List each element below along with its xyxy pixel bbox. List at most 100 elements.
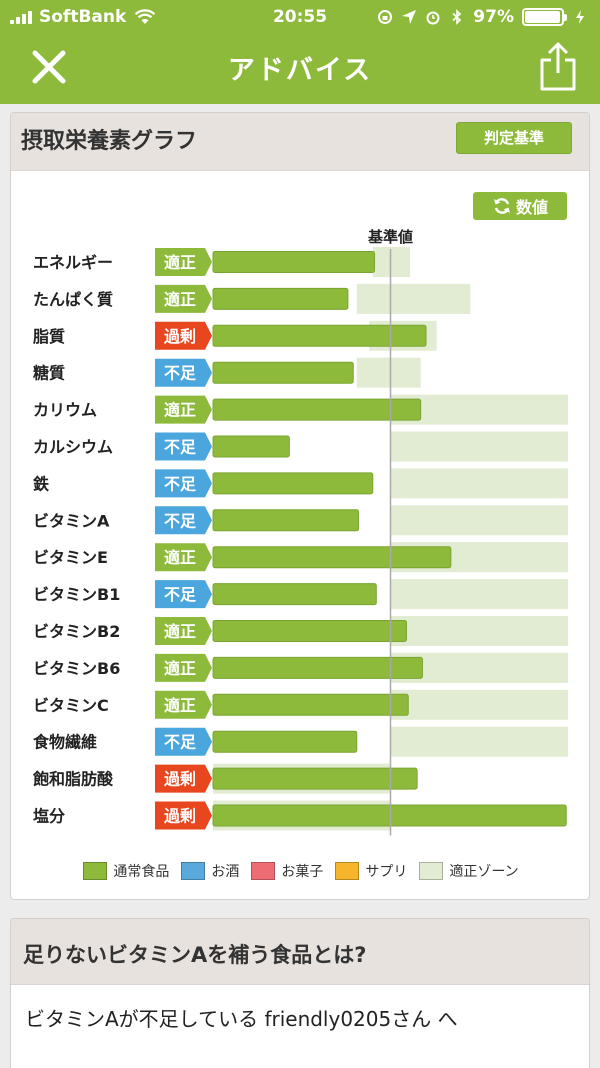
nutrient-graph-header: 摂取栄養素グラフ 判定基準 bbox=[11, 113, 589, 171]
value-bar bbox=[212, 324, 427, 347]
category-label: たんぱく質 bbox=[33, 290, 113, 309]
optimal-zone bbox=[390, 505, 568, 536]
wifi-icon bbox=[135, 9, 156, 24]
legend-item: サプリ bbox=[335, 861, 407, 881]
chart-legend: 通常食品 お酒 お菓子 サプリ 適正ゾーン bbox=[11, 861, 589, 881]
value-bar bbox=[212, 767, 418, 790]
share-button[interactable] bbox=[538, 40, 578, 92]
charging-icon bbox=[576, 10, 584, 24]
judgment-badge bbox=[155, 653, 212, 682]
signal-icon bbox=[10, 10, 32, 24]
optimal-zone bbox=[390, 431, 568, 462]
value-bar bbox=[212, 730, 358, 753]
value-bar bbox=[212, 693, 409, 716]
judgment-badge bbox=[155, 580, 212, 609]
judgment-badge bbox=[155, 358, 212, 387]
nutrient-graph-card: 摂取栄養素グラフ 判定基準 数値 基準値 エネルギー 適正 たんぱく質 適正 脂質 過剰 糖質… bbox=[10, 112, 590, 900]
status-icons: 97% bbox=[377, 7, 588, 27]
judgment-label: 不足 bbox=[164, 364, 197, 383]
category-label: ビタミンA bbox=[33, 511, 110, 530]
legend-label: お菓子 bbox=[281, 864, 324, 880]
status-time: 20:55 bbox=[272, 7, 328, 27]
judgment-badge bbox=[155, 248, 212, 276]
legend-label: 適正ゾーン bbox=[449, 864, 519, 880]
judgment-label: 不足 bbox=[164, 438, 197, 457]
reference-label: 基準値 bbox=[367, 228, 413, 246]
judgment-label: 不足 bbox=[164, 474, 197, 493]
judgment-label: 適正 bbox=[164, 253, 196, 272]
category-label: エネルギー bbox=[33, 253, 113, 272]
optimal-zone bbox=[372, 247, 411, 277]
legend-swatch bbox=[181, 862, 206, 880]
category-label: カリウム bbox=[33, 401, 97, 420]
judgment-label: 適正 bbox=[164, 401, 196, 420]
refresh-icon bbox=[493, 198, 510, 214]
optimal-zone bbox=[356, 357, 421, 388]
value-bar bbox=[212, 583, 377, 606]
optimal-zone bbox=[390, 579, 568, 610]
legend-item: 通常食品 bbox=[83, 861, 169, 881]
category-label: ビタミンB6 bbox=[33, 659, 120, 678]
page-title: アドバイス bbox=[227, 55, 373, 86]
judgment-label: 不足 bbox=[164, 511, 197, 530]
optimal-zone bbox=[390, 689, 568, 720]
close-icon bbox=[32, 50, 66, 84]
value-bar bbox=[212, 804, 567, 827]
judgment-badge bbox=[155, 690, 212, 719]
judgment-badge bbox=[155, 506, 212, 535]
location-icon bbox=[402, 10, 417, 24]
status-bar: SoftBank 20:55 97% bbox=[0, 0, 600, 34]
legend-label: 通常食品 bbox=[113, 864, 170, 880]
legend-swatch bbox=[419, 862, 444, 880]
judgment-badge bbox=[155, 727, 212, 756]
toggle-value-button[interactable]: 数値 bbox=[473, 192, 567, 220]
category-label: カルシウム bbox=[33, 438, 113, 457]
battery-percent: 97% bbox=[473, 7, 514, 27]
criteria-button[interactable]: 判定基準 bbox=[456, 122, 572, 154]
category-label: 塩分 bbox=[33, 807, 65, 826]
judgment-label: 不足 bbox=[164, 733, 197, 752]
battery-icon bbox=[522, 8, 567, 26]
value-bar bbox=[212, 251, 376, 273]
legend-item: お酒 bbox=[181, 861, 239, 881]
judgment-label: 過剰 bbox=[163, 327, 196, 346]
top-bar: SoftBank 20:55 97% アドバイス bbox=[0, 0, 600, 104]
judgment-label: 過剰 bbox=[163, 770, 196, 789]
judgment-badge bbox=[155, 617, 212, 645]
nutrient-bar-chart: 基準値エネルギー 適正たんぱく質 適正脂質 過剰糖質 不足カリウム 適正カルシウム 不足鉄不… bbox=[32, 228, 568, 836]
bluetooth-icon bbox=[452, 9, 462, 25]
advice-card-title: 足りないビタミンAを補う食品とは? bbox=[23, 943, 367, 967]
judgment-label: 適正 bbox=[164, 290, 196, 309]
judgment-label: 適正 bbox=[164, 548, 196, 567]
carrier-info: SoftBank bbox=[10, 7, 156, 27]
advice-card: 足りないビタミンAを補う食品とは? ビタミンAが不足している friendly0… bbox=[10, 918, 590, 1068]
judgment-label: 適正 bbox=[164, 659, 196, 678]
advice-card-header: 足りないビタミンAを補う食品とは? bbox=[11, 919, 589, 985]
value-bar bbox=[212, 509, 360, 532]
close-button[interactable] bbox=[28, 46, 70, 88]
judgment-badge bbox=[155, 764, 212, 793]
optimal-zone bbox=[390, 726, 568, 757]
judgment-badge bbox=[155, 543, 212, 572]
judgment-badge bbox=[155, 284, 212, 313]
carrier-name: SoftBank bbox=[39, 7, 127, 27]
category-label: 飽和脂肪酸 bbox=[32, 770, 114, 789]
judgment-label: 過剰 bbox=[163, 807, 196, 826]
judgment-label: 適正 bbox=[164, 696, 196, 715]
category-label: ビタミンE bbox=[33, 548, 108, 567]
optimal-zone bbox=[390, 468, 568, 499]
value-bar bbox=[212, 361, 354, 384]
legend-item: 適正ゾーン bbox=[419, 861, 519, 881]
category-label: 脂質 bbox=[33, 327, 65, 346]
category-label: ビタミンB2 bbox=[33, 622, 120, 641]
legend-label: お酒 bbox=[211, 864, 240, 880]
advice-card-body: ビタミンAが不足している friendly0205さん へ bbox=[25, 1007, 458, 1031]
toggle-value-label: 数値 bbox=[515, 198, 548, 217]
legend-swatch bbox=[335, 862, 360, 880]
category-label: ビタミンC bbox=[33, 696, 109, 715]
judgment-badge bbox=[155, 395, 212, 424]
judgment-label: 不足 bbox=[164, 585, 197, 604]
legend-item: お菓子 bbox=[251, 861, 323, 881]
judgment-badge bbox=[155, 321, 212, 350]
value-bar bbox=[212, 435, 290, 458]
